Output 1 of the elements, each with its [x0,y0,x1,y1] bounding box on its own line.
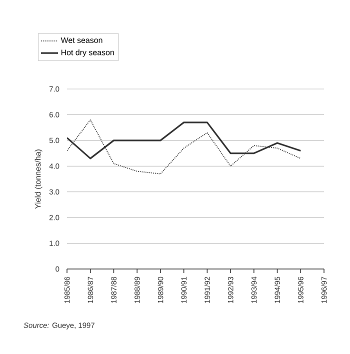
line-series [67,119,302,174]
